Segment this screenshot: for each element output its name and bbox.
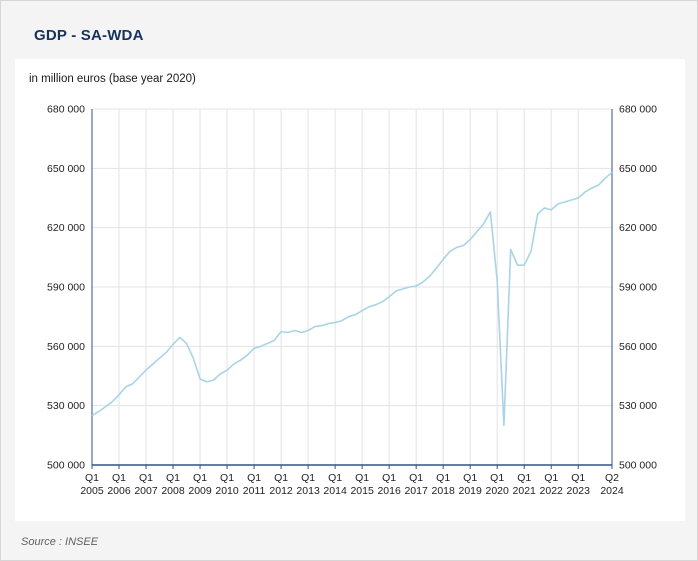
x-tick-year: 2019 [459, 485, 483, 497]
x-tick-quarter: Q2 [605, 472, 619, 484]
x-tick-year: 2005 [80, 485, 104, 497]
x-tick-year: 2010 [215, 485, 239, 497]
x-tick-quarter: Q1 [112, 472, 126, 484]
y-tick-label-right: 560 000 [619, 341, 657, 353]
y-tick-label-left: 560 000 [47, 341, 85, 353]
chart-panel: in million euros (base year 2020) 500 00… [15, 59, 685, 521]
x-tick-year: 2021 [513, 485, 537, 497]
x-tick-year: 2009 [188, 485, 212, 497]
x-tick-year: 2016 [377, 485, 401, 497]
y-tick-label-right: 530 000 [619, 400, 657, 412]
x-tick-year: 2015 [350, 485, 374, 497]
x-tick-quarter: Q1 [571, 472, 585, 484]
y-tick-label-right: 650 000 [619, 163, 657, 175]
x-tick-year: 2018 [431, 485, 455, 497]
y-tick-label-right: 620 000 [619, 222, 657, 234]
y-tick-label-left: 650 000 [47, 163, 85, 175]
x-tick-year: 2023 [567, 485, 591, 497]
y-tick-label-left: 530 000 [47, 400, 85, 412]
x-tick-quarter: Q1 [193, 472, 207, 484]
x-tick-quarter: Q1 [382, 472, 396, 484]
x-tick-year: 2017 [404, 485, 428, 497]
x-tick-year: 2014 [323, 485, 347, 497]
x-tick-quarter: Q1 [328, 472, 342, 484]
x-tick-quarter: Q1 [220, 472, 234, 484]
x-tick-quarter: Q1 [517, 472, 531, 484]
x-tick-quarter: Q1 [274, 472, 288, 484]
x-tick-year: 2006 [107, 485, 131, 497]
y-tick-label-right: 680 000 [619, 104, 657, 116]
x-tick-quarter: Q1 [85, 472, 99, 484]
x-tick-quarter: Q1 [544, 472, 558, 484]
y-tick-label-right: 500 000 [619, 460, 657, 472]
x-tick-year: 2022 [540, 485, 564, 497]
x-tick-quarter: Q1 [301, 472, 315, 484]
x-tick-quarter: Q1 [490, 472, 504, 484]
x-tick-year: 2008 [161, 485, 185, 497]
source-caption: Source : INSEE [21, 536, 99, 548]
x-tick-year: 2024 [600, 485, 624, 497]
x-tick-year: 2020 [486, 485, 510, 497]
page-title: GDP - SA-WDA [34, 27, 144, 44]
y-tick-label-left: 500 000 [47, 460, 85, 472]
x-tick-year: 2013 [296, 485, 320, 497]
x-tick-year: 2007 [134, 485, 158, 497]
x-tick-quarter: Q1 [436, 472, 450, 484]
x-tick-quarter: Q1 [139, 472, 153, 484]
chart-area: 500 000 500 000 530 000 530 000 560 000 560 0… [16, 89, 685, 512]
x-tick-quarter: Q1 [355, 472, 369, 484]
y-axis-unit-label: in million euros (base year 2020) [29, 73, 196, 85]
x-tick-quarter: Q1 [463, 472, 477, 484]
y-tick-label-left: 620 000 [47, 222, 85, 234]
y-tick-label-left: 590 000 [47, 282, 85, 294]
x-tick-quarter: Q1 [247, 472, 261, 484]
x-tick-year: 2011 [243, 485, 266, 497]
x-tick-quarter: Q1 [409, 472, 423, 484]
x-tick-quarter: Q1 [166, 472, 180, 484]
x-tick-year: 2012 [269, 485, 293, 497]
gdp-line-chart: 500 000 500 000 530 000 530 000 560 000 560 0… [47, 104, 657, 498]
gdp-series-line [91, 171, 613, 427]
y-tick-label-left: 680 000 [47, 104, 85, 116]
y-tick-label-right: 590 000 [619, 282, 657, 294]
